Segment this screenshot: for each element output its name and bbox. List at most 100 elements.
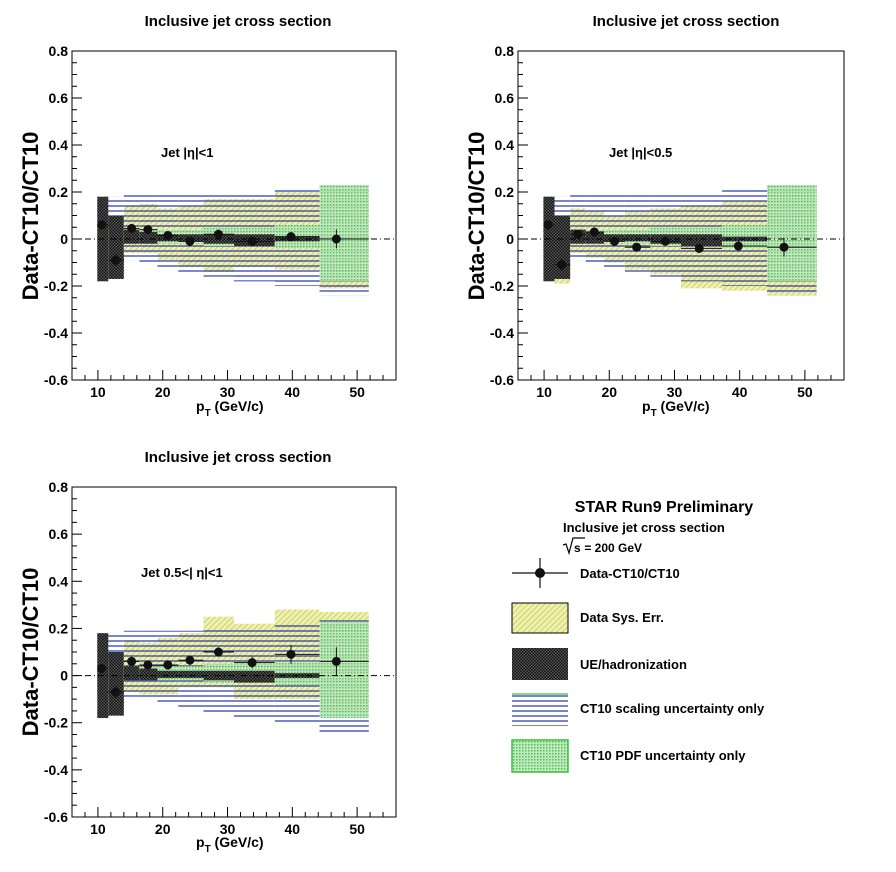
legend-marker-point xyxy=(535,568,545,578)
sqrt-sign-icon xyxy=(562,537,585,556)
data-point-8 xyxy=(733,241,743,251)
y-tick-label: 0 xyxy=(506,231,514,247)
y-tick-label: -0.4 xyxy=(44,762,68,778)
x-tick-label: 30 xyxy=(220,384,236,400)
data-point-8 xyxy=(286,232,296,242)
data-point-2 xyxy=(127,656,137,666)
panel-3-xlabel-unit: (GeV/c) xyxy=(211,834,264,850)
pdf-band-9 xyxy=(319,184,369,282)
y-tick-label: 0.8 xyxy=(49,479,69,495)
panel-3-ylabel: Data-CT10/CT10 xyxy=(18,568,43,737)
chart-panel-2: Inclusive jet cross section -0.6 -0.4 -0.2… xyxy=(464,13,845,419)
x-tick-label: 10 xyxy=(536,384,552,400)
panel-1-title: Inclusive jet cross section xyxy=(145,13,332,30)
data-point-2 xyxy=(127,223,137,233)
data-point-6 xyxy=(660,236,670,246)
x-tick-label: 30 xyxy=(667,384,683,400)
y-tick-label: 0.6 xyxy=(49,526,69,542)
y-tick-label: 0.4 xyxy=(495,137,515,153)
x-tick-label: 50 xyxy=(349,384,365,400)
pdf-band-9 xyxy=(767,184,817,282)
legend-label-pdf: CT10 PDF uncertainty only xyxy=(580,748,746,763)
ue-band-3 xyxy=(139,231,158,244)
panel-1-xlabel-main: p xyxy=(196,398,205,414)
legend-entry-ue: UE/hadronization xyxy=(512,648,687,680)
x-tick-label: 20 xyxy=(155,384,171,400)
data-point-7 xyxy=(247,658,257,668)
panel-3-xlabel-main: p xyxy=(196,834,205,850)
data-point-0 xyxy=(97,220,107,230)
ue-band-3 xyxy=(139,668,158,681)
panel-3-annotation: Jet 0.5<| η|<1 xyxy=(141,565,223,580)
data-point-1 xyxy=(110,255,120,265)
x-tick-label: 40 xyxy=(285,384,301,400)
y-tick-label: 0 xyxy=(60,231,68,247)
legend-entry-data: Data-CT10/CT10 xyxy=(512,558,680,588)
panel-1-xlabel: pT (GeV/c) xyxy=(196,398,264,419)
data-point-1 xyxy=(110,687,120,697)
x-tick-label: 10 xyxy=(90,384,106,400)
panel-2-xlabel-main: p xyxy=(642,398,651,414)
legend-swatch-ue xyxy=(512,648,568,680)
ue-band-7 xyxy=(681,234,723,247)
legend-energy-value: = 200 GeV xyxy=(581,541,642,555)
y-tick-label: -0.2 xyxy=(490,278,514,294)
data-point-6 xyxy=(213,647,223,657)
y-tick-label: -0.6 xyxy=(44,372,68,388)
legend-subtitle: Inclusive jet cross section xyxy=(563,520,725,535)
pdf-band-9 xyxy=(319,621,369,718)
panel-2-title: Inclusive jet cross section xyxy=(593,13,780,30)
ue-band-4 xyxy=(157,670,179,678)
y-tick-label: -0.2 xyxy=(44,278,68,294)
y-tick-label: 0.8 xyxy=(495,43,515,59)
y-tick-label: 0.8 xyxy=(49,43,69,59)
x-tick-label: 40 xyxy=(285,821,301,837)
y-tick-label: -0.6 xyxy=(490,372,514,388)
legend-energy: s = 200 GeV xyxy=(562,537,642,556)
ue-band-7 xyxy=(234,670,275,683)
legend-entry-sys: Data Sys. Err. xyxy=(511,602,664,634)
data-point-5 xyxy=(632,242,642,252)
panel-1-ylabel: Data-CT10/CT10 xyxy=(18,132,43,301)
chart-panel-3: Inclusive jet cross section -0.6 -0.4 -0.2… xyxy=(18,449,397,855)
legend-swatch-scaling xyxy=(512,694,568,726)
data-point-8 xyxy=(286,649,296,659)
panel-2-xlabel-unit: (GeV/c) xyxy=(657,398,710,414)
legend-label-data: Data-CT10/CT10 xyxy=(580,566,680,581)
x-tick-label: 50 xyxy=(797,384,813,400)
legend: STAR Run9 Preliminary Inclusive jet cros… xyxy=(511,499,765,773)
ue-band-1 xyxy=(108,215,124,279)
data-point-4 xyxy=(163,660,173,670)
panel-1-annotation: Jet |η|<1 xyxy=(161,145,213,160)
x-tick-label: 50 xyxy=(349,821,365,837)
data-point-4 xyxy=(609,236,619,246)
y-tick-label: 0.2 xyxy=(495,184,515,200)
scaling-band-2 xyxy=(570,194,586,261)
y-tick-label: -0.6 xyxy=(44,809,68,825)
y-tick-label: 0.2 xyxy=(49,184,69,200)
ue-band-3 xyxy=(585,231,605,244)
legend-energy-sqrt: s xyxy=(574,541,581,555)
data-point-7 xyxy=(694,243,704,253)
x-tick-label: 20 xyxy=(601,384,617,400)
ue-band-1 xyxy=(554,215,571,279)
legend-label-ue: UE/hadronization xyxy=(580,657,687,672)
x-tick-label: 20 xyxy=(155,821,171,837)
x-tick-label: 30 xyxy=(220,821,236,837)
data-point-5 xyxy=(185,655,195,665)
legend-label-data-sys: Data Sys. Err. xyxy=(580,610,664,625)
panel-2-xlabel: pT (GeV/c) xyxy=(642,398,710,419)
legend-entry-pdf: CT10 PDF uncertainty only xyxy=(511,739,746,773)
data-point-9 xyxy=(331,234,341,244)
data-point-0 xyxy=(97,664,107,673)
data-point-3 xyxy=(143,225,153,235)
panel-2-plot: -0.6 -0.4 -0.2 0 0.2 0.4 0.6 0.8 10 20 30 40 50 xyxy=(490,43,845,400)
data-point-4 xyxy=(163,230,173,240)
data-point-9 xyxy=(331,656,341,666)
ue-band-2 xyxy=(123,666,140,681)
y-tick-label: 0 xyxy=(60,668,68,684)
chart-panel-1: Inclusive jet cross section -0.6 -0.4 -0.2… xyxy=(18,13,397,419)
data-point-3 xyxy=(143,660,153,670)
panel-1-xlabel-unit: (GeV/c) xyxy=(211,398,264,414)
